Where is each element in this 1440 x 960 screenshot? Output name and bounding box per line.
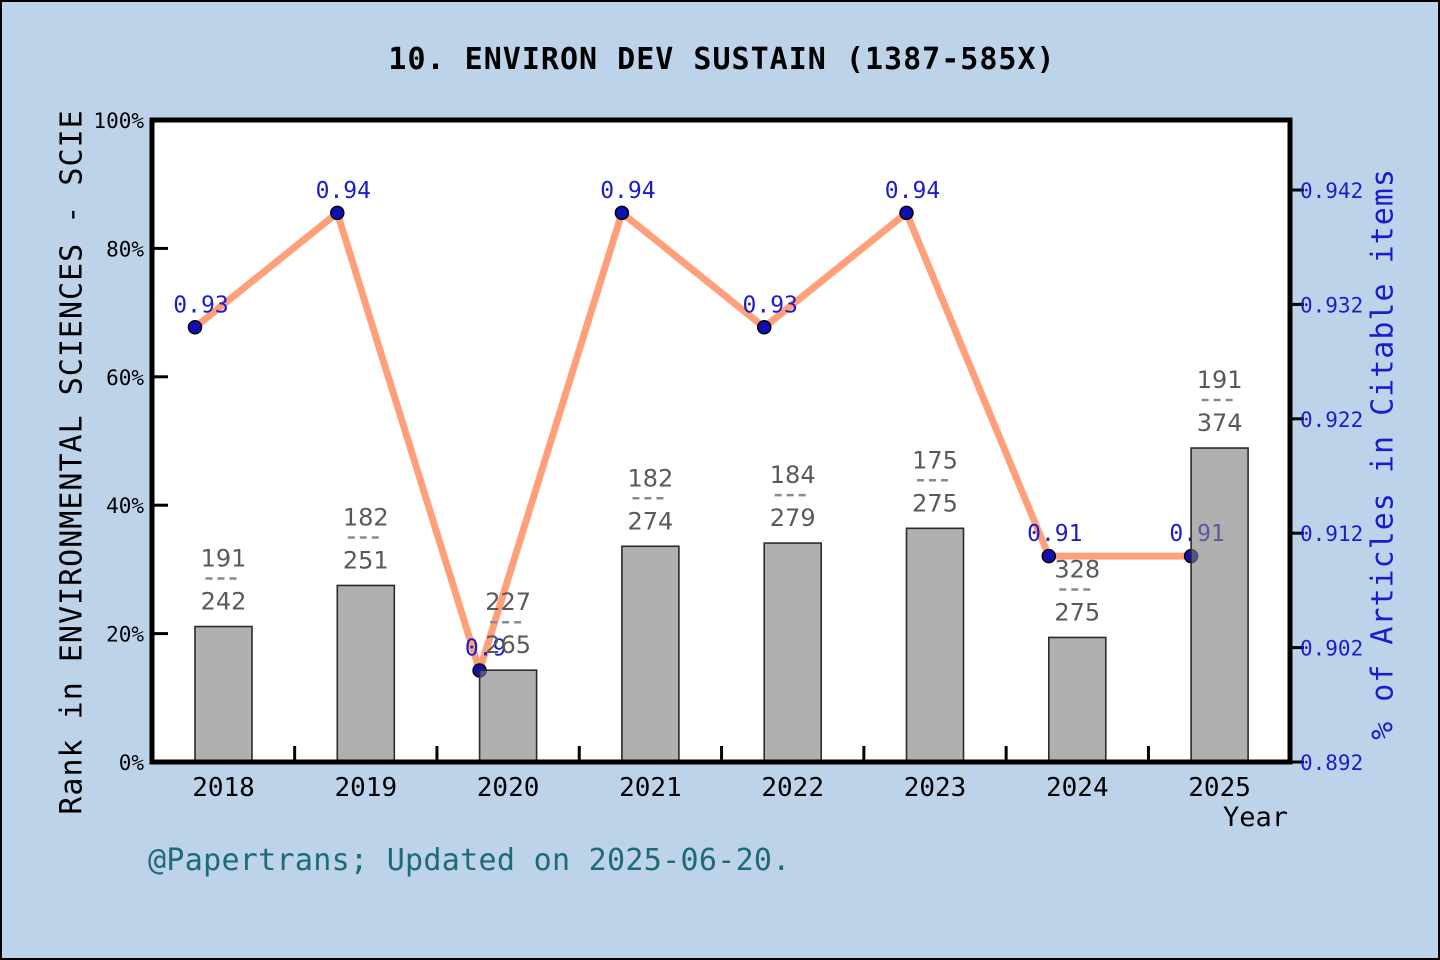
right-axis-tick-label-0.922: 0.922 <box>1300 408 1363 432</box>
right-axis-tick-label-0.932: 0.932 <box>1300 293 1363 317</box>
bar-fraction-numerator-2019: 182 <box>343 503 389 531</box>
citable-point-label-2023: 0.94 <box>885 178 940 204</box>
bar-fraction-numerator-2025: 191 <box>1197 366 1243 394</box>
rank-bar-2021 <box>621 545 680 763</box>
x-axis-tick-label-2025: 2025 <box>1188 773 1251 803</box>
rank-bar-2025 <box>1190 447 1249 763</box>
left-axis-tick-label-80%: 80% <box>106 237 144 261</box>
citable-items-line <box>191 209 1195 674</box>
rank-bar-2019 <box>336 584 396 763</box>
plot-border <box>149 117 1293 765</box>
right-axis-title: % of Articles in Citable items <box>1365 168 1401 740</box>
x-axis-title: Year <box>1222 802 1288 833</box>
x-axis-tick-label-2019: 2019 <box>334 773 397 803</box>
bar-fraction-numerator-2021: 182 <box>627 464 673 492</box>
rank-bar-2022 <box>763 542 823 763</box>
bar-fraction-denominator-2019: 251 <box>343 546 389 574</box>
rank-bar-2024 <box>1048 636 1107 763</box>
bar-fraction-numerator-2022: 184 <box>770 461 816 489</box>
bar-fraction-numerator-2018: 191 <box>201 545 247 573</box>
bar-fraction-denominator-2021: 274 <box>627 507 673 535</box>
x-axis-tick-label-2020: 2020 <box>477 773 540 803</box>
bar-fraction-denominator-2024: 275 <box>1054 598 1100 626</box>
chart-title: 10. ENVIRON DEV SUSTAIN (1387-585X) <box>388 42 1056 77</box>
left-axis-tick-label-0%: 0% <box>119 751 145 775</box>
citable-point-label-2024: 0.91 <box>1027 521 1082 547</box>
bar-fraction-denominator-2020: 265 <box>485 631 531 659</box>
footer-credit: @Papertrans; Updated on 2025-06-20. <box>148 843 791 878</box>
rank-bar-2018 <box>194 625 253 763</box>
right-axis-tick-label-0.892: 0.892 <box>1300 751 1363 775</box>
bar-fraction-numerator-2020: 227 <box>485 588 531 616</box>
plot-area <box>152 120 1290 762</box>
x-axis-tick-label-2022: 2022 <box>761 773 824 803</box>
bar-fraction-numerator-2023: 175 <box>912 446 958 474</box>
left-axis-tick-label-100%: 100% <box>93 109 144 133</box>
right-axis-tick-label-0.942: 0.942 <box>1300 179 1363 203</box>
citable-point-label-2020: 0.9 <box>465 635 507 661</box>
rank-bar-2020 <box>478 669 538 763</box>
left-axis-tick-label-60%: 60% <box>106 366 144 390</box>
citable-point-label-2022: 0.93 <box>743 292 798 318</box>
citable-point-label-2021: 0.94 <box>600 178 655 204</box>
bar-fraction-denominator-2022: 279 <box>770 504 816 532</box>
x-axis-tick-label-2018: 2018 <box>192 773 255 803</box>
citable-point-2021 <box>614 205 630 221</box>
citable-point-label-2018: 0.93 <box>173 292 228 318</box>
bar-fraction-denominator-2025: 374 <box>1197 409 1243 437</box>
bar-fraction-denominator-2018: 242 <box>201 588 247 616</box>
citable-point-label-2019: 0.94 <box>316 178 371 204</box>
bar-fraction-denominator-2023: 275 <box>912 489 958 517</box>
left-axis-title: Rank in ENVIRONMENTAL SCIENCES - SCIE <box>54 109 90 815</box>
right-axis-tick-label-0.912: 0.912 <box>1300 522 1363 546</box>
left-axis-tick-label-20%: 20% <box>106 623 144 647</box>
citable-point-2019 <box>330 205 345 221</box>
x-axis-tick-label-2024: 2024 <box>1046 773 1109 803</box>
right-axis-tick-label-0.902: 0.902 <box>1300 637 1363 661</box>
citable-point-2023 <box>899 205 914 221</box>
rank-bar-2023 <box>905 527 965 763</box>
citable-point-2024 <box>1041 548 1057 564</box>
citable-point-2018 <box>187 320 203 335</box>
x-axis-tick-label-2021: 2021 <box>619 773 682 803</box>
x-axis-tick-label-2023: 2023 <box>904 773 967 803</box>
left-axis-tick-label-40%: 40% <box>106 494 144 518</box>
bar-fraction-numerator-2024: 328 <box>1054 555 1100 583</box>
citable-point-2022 <box>756 320 772 335</box>
